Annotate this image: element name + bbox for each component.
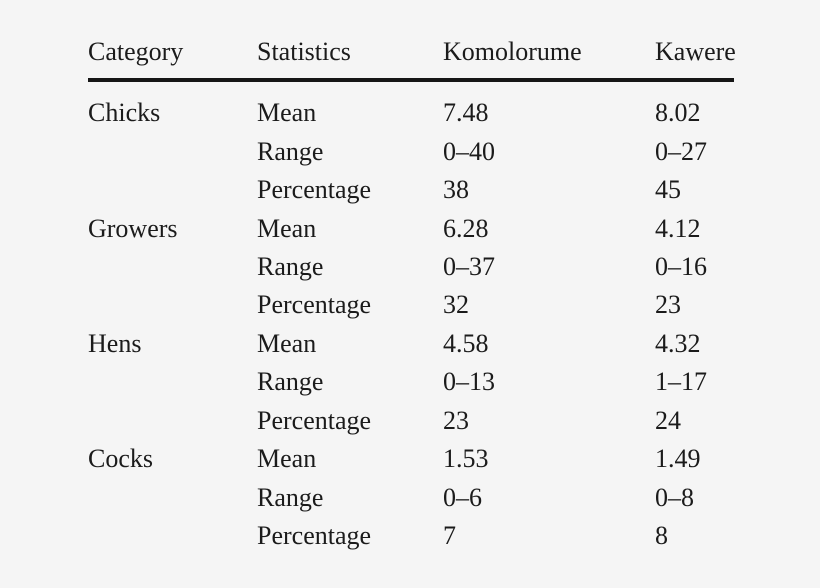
kawere-cell: 4.12: [655, 213, 701, 243]
komolorume-cell: 7.48: [443, 98, 489, 128]
kawere-cell: 8.02: [655, 98, 701, 128]
table-row: Range 0–6 0–8: [88, 478, 734, 516]
komolorume-cell: 1.53: [443, 444, 489, 474]
komolorume-cell: 7: [443, 521, 456, 551]
komolorume-cell: 6.28: [443, 213, 489, 243]
statistic-cell: Mean: [257, 328, 317, 358]
statistic-cell: Range: [257, 482, 324, 512]
komolorume-cell: 0–13: [443, 367, 495, 397]
statistic-cell: Mean: [257, 444, 317, 474]
category-cell: Growers: [88, 213, 178, 243]
category-cell: Cocks: [88, 444, 153, 474]
column-header-komolorume: Komolorume: [443, 37, 582, 66]
table-row: Growers Mean 6.28 4.12: [88, 209, 734, 247]
kawere-cell: 45: [655, 175, 681, 205]
column-header-category: Category: [88, 37, 184, 66]
kawere-cell: 1.49: [655, 444, 701, 474]
kawere-cell: 0–27: [655, 136, 707, 166]
komolorume-cell: 23: [443, 405, 469, 435]
kawere-cell: 8: [655, 521, 668, 551]
table-row: Range 0–37 0–16: [88, 248, 734, 286]
statistic-cell: Mean: [257, 98, 317, 128]
kawere-cell: 0–8: [655, 482, 694, 512]
statistic-cell: Range: [257, 367, 324, 397]
table-row: Range 0–13 1–17: [88, 363, 734, 401]
table-row: Percentage 7 8: [88, 517, 734, 555]
statistic-cell: Range: [257, 251, 324, 281]
statistic-cell: Percentage: [257, 521, 372, 551]
kawere-cell: 0–16: [655, 251, 707, 281]
header-rule: [88, 78, 734, 82]
table-row: Percentage 32 23: [88, 286, 734, 324]
data-table: Category Statistics Komolorume Kawere Ch…: [88, 36, 736, 555]
category-cell: Hens: [88, 328, 142, 358]
komolorume-cell: 32: [443, 290, 469, 320]
table-row: Range 0–40 0–27: [88, 132, 734, 170]
kawere-cell: 24: [655, 405, 681, 435]
table-row: Hens Mean 4.58 4.32: [88, 325, 734, 363]
table-row: Percentage 38 45: [88, 171, 734, 209]
statistic-cell: Percentage: [257, 175, 372, 205]
statistic-cell: Percentage: [257, 405, 372, 435]
column-header-statistics: Statistics: [257, 37, 351, 66]
table-row: Cocks Mean 1.53 1.49: [88, 440, 734, 478]
table-body: Chicks Mean 7.48 8.02 Range 0–40 0–27 Pe…: [88, 94, 734, 555]
komolorume-cell: 4.58: [443, 328, 489, 358]
komolorume-cell: 0–6: [443, 482, 482, 512]
komolorume-cell: 0–37: [443, 251, 495, 281]
column-header-kawere: Kawere: [655, 37, 736, 66]
table-row: Chicks Mean 7.48 8.02: [88, 94, 734, 132]
table-header-row: Category Statistics Komolorume Kawere: [88, 36, 736, 68]
kawere-cell: 4.32: [655, 328, 701, 358]
komolorume-cell: 0–40: [443, 136, 495, 166]
category-cell: Chicks: [88, 98, 161, 128]
statistic-cell: Percentage: [257, 290, 372, 320]
table-row: Percentage 23 24: [88, 402, 734, 440]
kawere-cell: 23: [655, 290, 681, 320]
kawere-cell: 1–17: [655, 367, 707, 397]
statistic-cell: Range: [257, 136, 324, 166]
statistic-cell: Mean: [257, 213, 317, 243]
komolorume-cell: 38: [443, 175, 469, 205]
